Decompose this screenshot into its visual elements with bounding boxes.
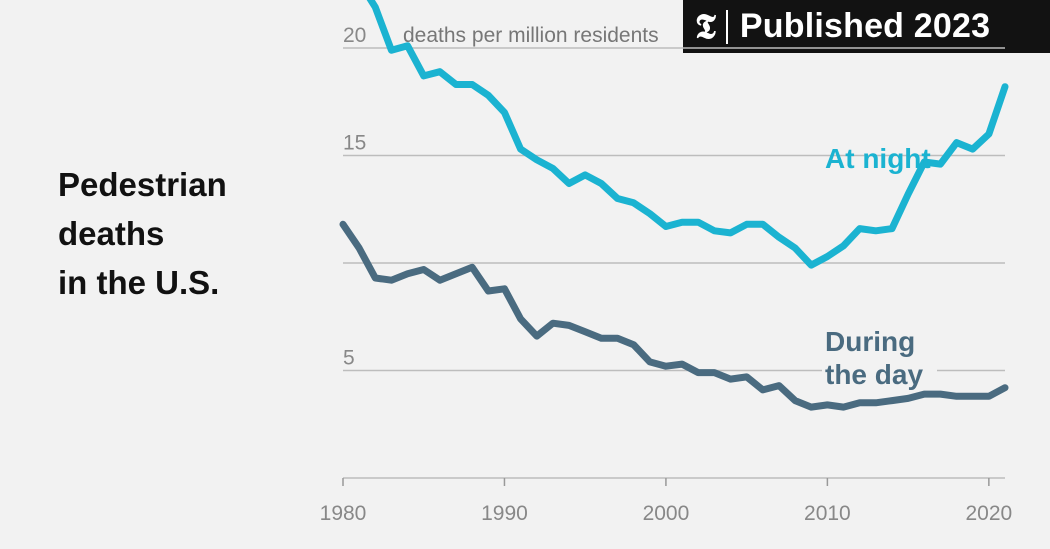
published-badge: 𝕿 Published 2023: [683, 0, 1050, 53]
chart-title-line-1: Pedestrian: [58, 166, 227, 203]
series-line-day: [339, 220, 1009, 411]
series-line-night: [366, 0, 1009, 269]
series-label-line: At night: [825, 143, 931, 174]
x-tick-label: 2020: [965, 502, 1012, 525]
x-tick-label: 1980: [320, 502, 367, 525]
grid-layer: 5 15 20 deaths per million residents: [343, 24, 1005, 398]
series-label-line: the day: [825, 359, 923, 390]
series-layer: [339, 0, 1009, 411]
x-tick-label: 2000: [643, 502, 690, 525]
chart-title: Pedestrian deaths in the U.S.: [58, 160, 227, 307]
series-labels: At night During the day: [825, 143, 931, 390]
y-tick-label: 20: [343, 24, 366, 47]
published-label: Published 2023: [739, 7, 991, 45]
chart-title-line-2: deaths: [58, 215, 165, 252]
series-label-day: During the day: [825, 326, 923, 390]
nyt-logo-icon: 𝕿: [695, 6, 716, 47]
series-label-night: At night: [825, 143, 931, 174]
y-tick-label: 5: [343, 347, 355, 370]
x-tick-label: 1990: [481, 502, 528, 525]
series-label-line: During: [825, 326, 915, 357]
chart-title-line-3: in the U.S.: [58, 264, 220, 301]
x-ticks: 1980 1990 2000 2010 2020: [320, 478, 1012, 525]
x-tick-label: 2010: [804, 502, 851, 525]
y-tick-label: 15: [343, 132, 366, 155]
badge-divider: [725, 9, 728, 44]
y-axis-unit-label: deaths per million residents: [403, 24, 659, 47]
